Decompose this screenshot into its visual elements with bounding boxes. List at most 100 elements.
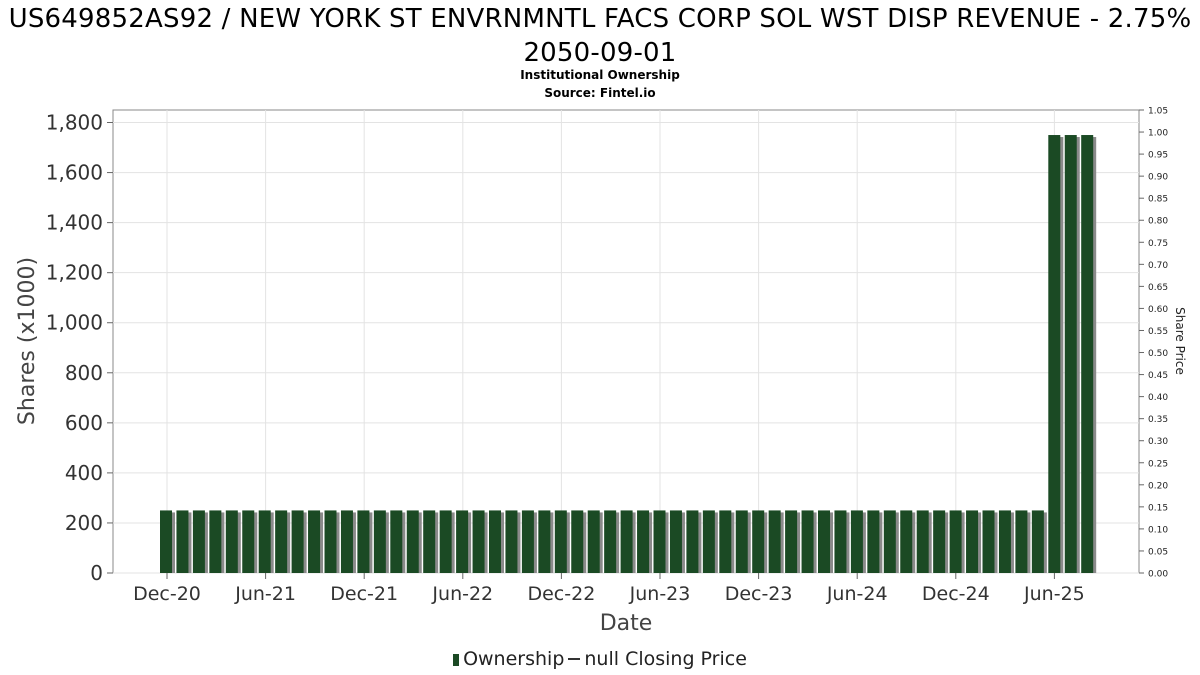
x-tick-label: Dec-20 xyxy=(133,583,201,605)
ownership-bar xyxy=(571,510,584,573)
ownership-bar xyxy=(620,510,633,573)
ownership-bar xyxy=(340,510,353,573)
y2-tick-label: 0.30 xyxy=(1148,437,1168,447)
y2-tick-label: 0.40 xyxy=(1148,393,1168,403)
plot-area xyxy=(112,109,1140,574)
y2-tick-label: 0.95 xyxy=(1148,151,1168,161)
ownership-bar xyxy=(752,510,765,573)
y-tick-label: 1,600 xyxy=(46,161,103,185)
ownership-bar xyxy=(373,510,386,573)
ownership-bar xyxy=(242,510,255,573)
ownership-bar xyxy=(554,510,567,573)
y-axis: 0 200 400 600 800 1,000 1,200 1,400 1,600 1,800 xyxy=(46,111,113,585)
ownership-bar xyxy=(192,510,205,573)
ownership-bar xyxy=(867,510,880,573)
y2-tick-label: 0.60 xyxy=(1148,305,1168,315)
x-axis: Dec-20 Jun-21 Dec-21 Jun-22 Dec-22 Jun-23 Dec-… xyxy=(133,573,1085,605)
ownership-legend-swatch xyxy=(453,654,460,666)
y-tick-label: 1,000 xyxy=(46,311,103,335)
ownership-bar xyxy=(916,510,929,573)
ownership-bar xyxy=(209,510,222,573)
ownership-bar xyxy=(850,510,863,573)
y2-axis-label: Share Price xyxy=(1173,307,1187,375)
ownership-bar xyxy=(900,510,913,573)
y-tick-label: 400 xyxy=(65,461,103,485)
y-tick-label: 1,200 xyxy=(46,261,103,285)
ownership-bar xyxy=(604,510,617,573)
ownership-bar xyxy=(521,510,534,573)
ownership-bar xyxy=(176,510,189,573)
ownership-bar xyxy=(423,510,436,573)
y2-tick-label: 0.10 xyxy=(1148,525,1168,535)
ownership-bar xyxy=(686,510,699,573)
ownership-bar xyxy=(883,510,896,573)
y-tick-label: 1,400 xyxy=(46,211,103,235)
ownership-bar xyxy=(308,510,321,573)
ownership-bar xyxy=(801,510,814,573)
y2-tick-label: 1.05 xyxy=(1148,107,1168,117)
ownership-bar xyxy=(406,510,419,573)
grid-lines xyxy=(113,110,1139,574)
y2-tick-label: 1.00 xyxy=(1148,129,1168,139)
y2-tick-label: 0.75 xyxy=(1148,239,1168,249)
ownership-bar xyxy=(456,510,469,573)
ownership-bar xyxy=(538,510,551,573)
ownership-bar xyxy=(653,510,666,573)
ownership-bar xyxy=(702,510,715,573)
legend-ownership-label: Ownership xyxy=(463,648,565,670)
y2-tick-label: 0.80 xyxy=(1148,217,1168,227)
ownership-bar xyxy=(719,510,732,573)
ownership-bar xyxy=(1031,510,1044,573)
y2-tick-label: 0.55 xyxy=(1148,327,1168,337)
ownership-bar xyxy=(275,510,288,573)
chart-subtitle: Institutional Ownership xyxy=(520,68,680,82)
ownership-bar xyxy=(1048,135,1061,573)
y2-tick-label: 0.25 xyxy=(1148,459,1168,469)
ownership-bar xyxy=(933,510,946,573)
ownership-bar xyxy=(160,510,172,573)
y2-tick-label: 0.45 xyxy=(1148,371,1168,381)
ownership-bar xyxy=(489,510,501,573)
x-tick-label: Dec-24 xyxy=(922,583,990,605)
y2-tick-label: 0.15 xyxy=(1148,503,1168,513)
chart-source: Source: Fintel.io xyxy=(544,86,656,100)
y2-tick-label: 0.00 xyxy=(1148,570,1168,580)
chart-title: US649852AS92 / NEW YORK ST ENVRNMNTL FAC… xyxy=(8,4,1192,68)
x-tick-label: Jun-25 xyxy=(1023,583,1085,605)
ownership-bar xyxy=(966,510,979,573)
ownership-bar xyxy=(324,510,337,573)
y-tick-label: 200 xyxy=(65,511,103,535)
x-tick-label: Jun-21 xyxy=(234,583,296,605)
bars xyxy=(160,135,1097,573)
ownership-bar xyxy=(357,510,370,573)
ownership-bar xyxy=(505,510,518,573)
ownership-bar xyxy=(291,510,304,573)
y2-tick-label: 0.05 xyxy=(1148,547,1168,557)
ownership-bar xyxy=(472,510,485,573)
ownership-bar xyxy=(1064,135,1077,573)
y2-tick-label: 0.20 xyxy=(1148,481,1168,491)
x-tick-label: Jun-22 xyxy=(431,583,493,605)
y2-tick-label: 0.85 xyxy=(1148,195,1168,205)
ownership-bar xyxy=(818,510,830,573)
ownership-bar xyxy=(258,510,271,573)
ownership-bar xyxy=(1015,510,1028,573)
x-tick-label: Dec-23 xyxy=(725,583,793,605)
ownership-bar xyxy=(768,510,781,573)
ownership-bar xyxy=(225,510,238,573)
ownership-bar xyxy=(998,510,1011,573)
ownership-bar xyxy=(735,510,748,573)
y2-tick-label: 0.35 xyxy=(1148,415,1168,425)
y2-tick-label: 0.50 xyxy=(1148,349,1168,359)
x-tick-label: Dec-22 xyxy=(527,583,595,605)
y2-tick-label: 0.65 xyxy=(1148,283,1168,293)
ownership-bar xyxy=(834,510,847,573)
ownership-bar xyxy=(982,510,995,573)
y-tick-label: 1,800 xyxy=(46,111,103,135)
y-axis-label: Shares (x1000) xyxy=(15,257,40,425)
price-legend-swatch xyxy=(568,658,581,660)
x-axis-label: Date xyxy=(600,611,653,636)
y-tick-label: 800 xyxy=(65,361,103,385)
y2-tick-label: 0.90 xyxy=(1148,173,1168,183)
